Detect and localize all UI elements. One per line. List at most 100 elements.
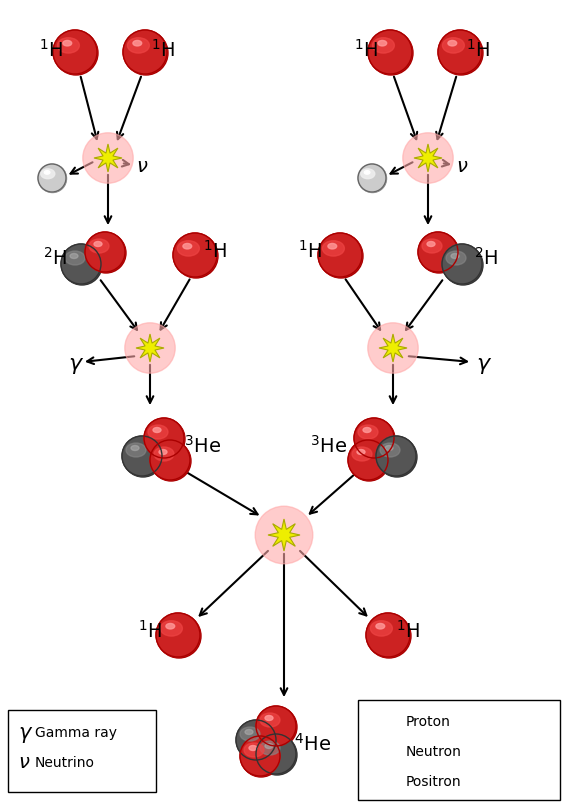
Polygon shape — [379, 334, 407, 362]
Circle shape — [369, 31, 413, 75]
Circle shape — [125, 323, 175, 373]
Circle shape — [367, 614, 411, 658]
Circle shape — [377, 437, 417, 477]
Circle shape — [240, 736, 280, 776]
Circle shape — [256, 706, 296, 746]
Circle shape — [376, 436, 416, 476]
Circle shape — [173, 233, 217, 277]
Circle shape — [376, 740, 400, 764]
Ellipse shape — [442, 38, 465, 53]
Circle shape — [318, 233, 362, 277]
Ellipse shape — [245, 730, 253, 734]
Ellipse shape — [381, 746, 386, 749]
Ellipse shape — [148, 425, 168, 439]
Text: Positron: Positron — [406, 775, 462, 789]
Circle shape — [403, 133, 453, 183]
Ellipse shape — [160, 621, 182, 636]
Circle shape — [85, 232, 125, 272]
Circle shape — [377, 711, 401, 735]
Ellipse shape — [44, 170, 50, 175]
Circle shape — [122, 436, 162, 476]
FancyBboxPatch shape — [8, 710, 156, 792]
FancyBboxPatch shape — [358, 700, 560, 800]
Ellipse shape — [323, 241, 344, 256]
Circle shape — [62, 245, 102, 285]
Ellipse shape — [133, 40, 141, 46]
Ellipse shape — [427, 242, 435, 246]
Polygon shape — [268, 519, 300, 551]
Text: γ: γ — [68, 354, 81, 374]
Ellipse shape — [126, 443, 146, 457]
Ellipse shape — [127, 38, 149, 53]
Ellipse shape — [357, 449, 365, 454]
Ellipse shape — [249, 746, 257, 751]
Ellipse shape — [177, 241, 199, 256]
Ellipse shape — [265, 743, 273, 748]
Polygon shape — [414, 144, 442, 172]
Text: γ: γ — [18, 723, 30, 743]
Ellipse shape — [244, 743, 264, 757]
Circle shape — [438, 30, 482, 74]
Circle shape — [237, 721, 277, 761]
Text: $^{2}$H: $^{2}$H — [43, 247, 67, 269]
Ellipse shape — [328, 243, 337, 249]
Ellipse shape — [378, 714, 390, 722]
Text: γ: γ — [476, 354, 489, 374]
Ellipse shape — [183, 243, 192, 249]
Text: $^{1}$H: $^{1}$H — [354, 39, 378, 61]
Ellipse shape — [364, 170, 370, 175]
Ellipse shape — [166, 624, 175, 629]
Circle shape — [256, 734, 296, 774]
Ellipse shape — [70, 254, 78, 259]
Circle shape — [349, 441, 389, 481]
Circle shape — [157, 614, 201, 658]
Ellipse shape — [57, 38, 80, 53]
Circle shape — [54, 31, 98, 75]
Circle shape — [418, 232, 458, 272]
Text: Neutrino: Neutrino — [35, 756, 95, 770]
Circle shape — [38, 164, 66, 192]
Circle shape — [368, 30, 412, 74]
Ellipse shape — [65, 251, 85, 265]
Circle shape — [174, 234, 218, 278]
Circle shape — [368, 323, 418, 373]
Ellipse shape — [363, 427, 371, 432]
Text: $^{4}$He: $^{4}$He — [294, 733, 331, 755]
Circle shape — [61, 244, 101, 284]
Ellipse shape — [378, 744, 390, 752]
Circle shape — [257, 735, 297, 775]
Circle shape — [442, 244, 482, 284]
Circle shape — [439, 31, 483, 75]
Text: Neutron: Neutron — [406, 745, 462, 759]
Circle shape — [348, 440, 388, 480]
Circle shape — [151, 441, 191, 481]
Ellipse shape — [378, 40, 387, 46]
Ellipse shape — [265, 716, 273, 721]
Circle shape — [378, 772, 398, 792]
Polygon shape — [136, 334, 164, 362]
Ellipse shape — [240, 727, 260, 741]
Circle shape — [124, 31, 168, 75]
Circle shape — [378, 772, 399, 793]
Circle shape — [241, 737, 281, 777]
Polygon shape — [94, 144, 122, 172]
Text: $^{3}$He: $^{3}$He — [310, 435, 347, 457]
Text: $^{3}$He: $^{3}$He — [184, 435, 221, 457]
Text: $^{1}$H: $^{1}$H — [39, 39, 63, 61]
Circle shape — [39, 165, 66, 192]
Ellipse shape — [361, 169, 375, 179]
Ellipse shape — [380, 443, 400, 457]
Circle shape — [376, 710, 400, 734]
Ellipse shape — [370, 621, 392, 636]
Circle shape — [366, 613, 410, 657]
Text: Proton: Proton — [406, 715, 451, 729]
Ellipse shape — [422, 239, 442, 253]
Text: Gamma ray: Gamma ray — [35, 726, 117, 740]
Ellipse shape — [159, 449, 167, 454]
Text: $^{1}$H: $^{1}$H — [298, 240, 322, 262]
Circle shape — [236, 720, 276, 760]
Circle shape — [354, 418, 394, 458]
Circle shape — [123, 30, 167, 74]
Ellipse shape — [385, 445, 393, 451]
Ellipse shape — [352, 447, 372, 461]
